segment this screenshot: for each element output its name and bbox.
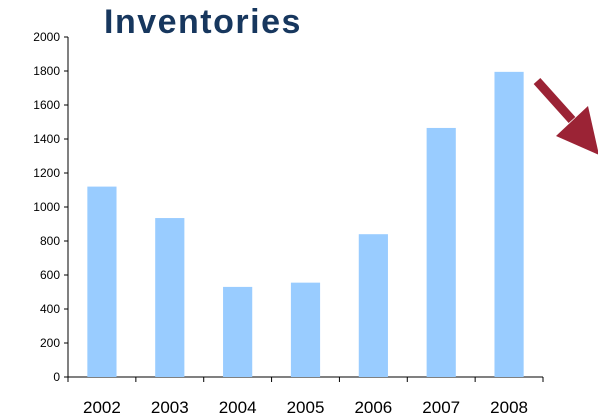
y-tick-label: 1800	[33, 64, 60, 78]
trend-arrow-icon	[533, 77, 598, 155]
x-tick-label: 2002	[83, 398, 121, 417]
y-tick-label: 800	[40, 234, 60, 248]
x-tick-label: 2008	[490, 398, 528, 417]
bar	[223, 286, 253, 377]
bar	[494, 71, 524, 377]
arrow-head	[556, 106, 598, 155]
y-tick-label: 1000	[33, 200, 60, 214]
y-tick-label: 0	[53, 370, 60, 384]
bar	[87, 186, 117, 377]
bar	[290, 282, 321, 377]
bar	[155, 218, 185, 377]
y-tick-label: 400	[40, 302, 60, 316]
x-tick-label: 2006	[354, 398, 392, 417]
x-tick-label: 2005	[287, 398, 325, 417]
y-tick-label: 600	[40, 268, 60, 282]
y-tick-label: 200	[40, 336, 60, 350]
chart-title: Inventories	[104, 3, 302, 41]
x-tick-label: 2007	[422, 398, 460, 417]
x-tick-label: 2003	[151, 398, 189, 417]
x-axis: 2002 2003 2004 2005 2006 2007 2008	[67, 376, 544, 417]
bars	[87, 71, 524, 377]
y-tick-label: 1400	[33, 132, 60, 146]
y-tick-label: 1600	[33, 98, 60, 112]
y-axis: 0 200 400 600 800 1000 1200 1400 1600 1800 2000	[33, 30, 69, 384]
bar	[426, 127, 456, 377]
y-tick-label: 2000	[33, 30, 60, 44]
arrow-shaft	[533, 77, 576, 124]
y-tick-label: 1200	[33, 166, 60, 180]
bar	[358, 234, 388, 377]
x-tick-label: 2004	[219, 398, 257, 417]
